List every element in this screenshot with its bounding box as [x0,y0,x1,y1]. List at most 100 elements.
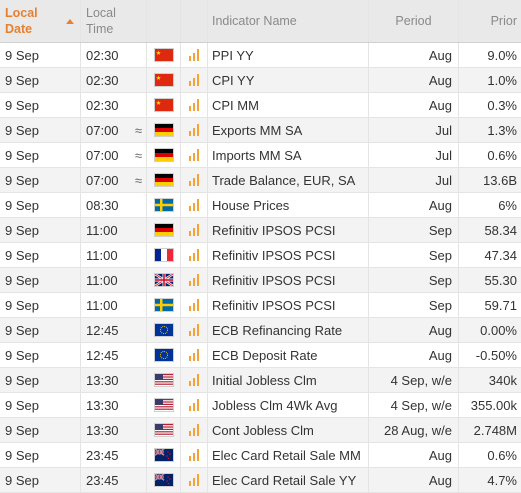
date-cell: 9 Sep [0,68,81,92]
prior-cell: 1.0% [459,68,521,92]
time-cell: 02:30 [81,68,147,92]
indicator-name-cell: Refinitiv IPSOS PCSI [208,243,369,267]
country-cell [147,193,181,217]
table-row[interactable]: 9 Sep 23:45 Elec Card Retail Sale YY Aug 4.7… [0,468,521,493]
importance-cell [181,468,208,492]
importance-cell [181,418,208,442]
table-row[interactable]: 9 Sep 02:30 PPI YY Aug 9.0% [0,43,521,68]
event-period: Sep [428,297,452,313]
table-row[interactable]: 9 Sep 02:30 CPI YY Aug 1.0% [0,68,521,93]
table-row[interactable]: 9 Sep 07:00 ≈ Imports MM SA Jul 0.6% [0,143,521,168]
indicator-name-cell: Elec Card Retail Sale YY [208,468,369,492]
time-cell: 13:30 [81,418,147,442]
date-cell: 9 Sep [0,343,81,367]
table-row[interactable]: 9 Sep 13:30 Jobless Clm 4Wk Avg 4 Sep, w/e 3… [0,393,521,418]
approximate-time-icon: ≈ [134,122,142,138]
table-row[interactable]: 9 Sep 11:00 Refinitiv IPSOS PCSI Sep 58.34 [0,218,521,243]
prior-value: 1.0% [487,72,517,88]
indicator-name: CPI YY [212,72,255,88]
column-header-indicator-name[interactable]: Indicator Name [208,0,369,42]
table-row[interactable]: 9 Sep 02:30 CPI MM Aug 0.3% [0,93,521,118]
country-cell [147,243,181,267]
new-zealand-flag-icon [154,474,173,486]
time-cell: 11:00 [81,243,147,267]
indicator-name-cell: House Prices [208,193,369,217]
indicator-name: Refinitiv IPSOS PCSI [212,272,336,288]
column-header-period[interactable]: Period [369,0,459,42]
table-row[interactable]: 9 Sep 11:00 Refinitiv IPSOS PCSI Sep 55.30 [0,268,521,293]
table-row[interactable]: 9 Sep 08:30 House Prices Aug 6% [0,193,521,218]
indicator-name-cell: CPI YY [208,68,369,92]
event-date: 9 Sep [5,447,39,463]
indicator-name-cell: Refinitiv IPSOS PCSI [208,293,369,317]
indicator-name-cell: Exports MM SA [208,118,369,142]
period-header-label: Period [395,14,432,28]
event-date: 9 Sep [5,422,39,438]
local-time-header-label: Local Time [86,6,116,36]
importance-bars-icon [189,349,199,361]
event-time: 13:30 [86,422,119,438]
period-cell: Aug [369,443,459,467]
event-date: 9 Sep [5,247,39,263]
indicator-name: PPI YY [212,47,254,63]
indicator-name-header-label: Indicator Name [212,14,297,28]
column-header-prior[interactable]: Prior [459,0,521,42]
event-time: 11:00 [86,247,118,263]
table-row[interactable]: 9 Sep 13:30 Cont Jobless Clm 28 Aug, w/e 2.7… [0,418,521,443]
importance-bars-icon [189,324,199,336]
country-cell [147,368,181,392]
prior-cell: 55.30 [459,268,521,292]
date-cell: 9 Sep [0,218,81,242]
table-row[interactable]: 9 Sep 12:45 ECB Refinancing Rate Aug 0.00% [0,318,521,343]
event-time: 23:45 [86,447,119,463]
event-period: Jul [435,122,452,138]
indicator-name: Imports MM SA [212,147,302,163]
germany-flag-icon [154,124,173,136]
table-row[interactable]: 9 Sep 13:30 Initial Jobless Clm 4 Sep, w/e 3… [0,368,521,393]
date-cell: 9 Sep [0,468,81,492]
country-cell [147,43,181,67]
china-flag-icon [154,99,173,111]
china-flag-icon [154,74,173,86]
table-row[interactable]: 9 Sep 11:00 Refinitiv IPSOS PCSI Sep 59.71 [0,293,521,318]
event-time: 02:30 [86,72,119,88]
country-cell [147,268,181,292]
column-header-local-time[interactable]: Local Time [81,0,147,42]
event-period: Jul [435,147,452,163]
importance-bars-icon [189,174,199,186]
importance-bars-icon [189,74,199,86]
event-period: Aug [428,47,452,63]
event-time: 11:00 [86,272,118,288]
time-cell: 08:30 [81,193,147,217]
event-time: 02:30 [86,47,119,63]
importance-bars-icon [189,449,199,461]
table-row[interactable]: 9 Sep 11:00 Refinitiv IPSOS PCSI Sep 47.34 [0,243,521,268]
time-cell: 23:45 [81,443,147,467]
us-flag-icon [154,374,173,386]
importance-cell [181,218,208,242]
date-cell: 9 Sep [0,93,81,117]
table-row[interactable]: 9 Sep 07:00 ≈ Exports MM SA Jul 1.3% [0,118,521,143]
indicator-name-cell: Initial Jobless Clm [208,368,369,392]
prior-value: 0.00% [480,322,517,338]
table-row[interactable]: 9 Sep 12:45 ECB Deposit Rate Aug -0.50% [0,343,521,368]
uk-flag-icon [154,274,173,286]
prior-value: 58.34 [484,222,517,238]
importance-cell [181,68,208,92]
prior-cell: 1.3% [459,118,521,142]
prior-value: 340k [488,372,517,388]
indicator-name: Refinitiv IPSOS PCSI [212,297,336,313]
column-header-local-date[interactable]: Local Date [0,0,81,42]
table-row[interactable]: 9 Sep 23:45 Elec Card Retail Sale MM Aug 0.6… [0,443,521,468]
date-cell: 9 Sep [0,143,81,167]
table-header: Local Date Local Time Indicator Name Per… [0,0,521,43]
table-row[interactable]: 9 Sep 07:00 ≈ Trade Balance, EUR, SA Jul 13.6… [0,168,521,193]
period-cell: Aug [369,468,459,492]
importance-cell [181,43,208,67]
importance-bars-icon [189,149,199,161]
prior-cell: 0.3% [459,93,521,117]
event-date: 9 Sep [5,47,39,63]
period-cell: Aug [369,343,459,367]
time-cell: 23:45 [81,468,147,492]
event-date: 9 Sep [5,472,39,488]
